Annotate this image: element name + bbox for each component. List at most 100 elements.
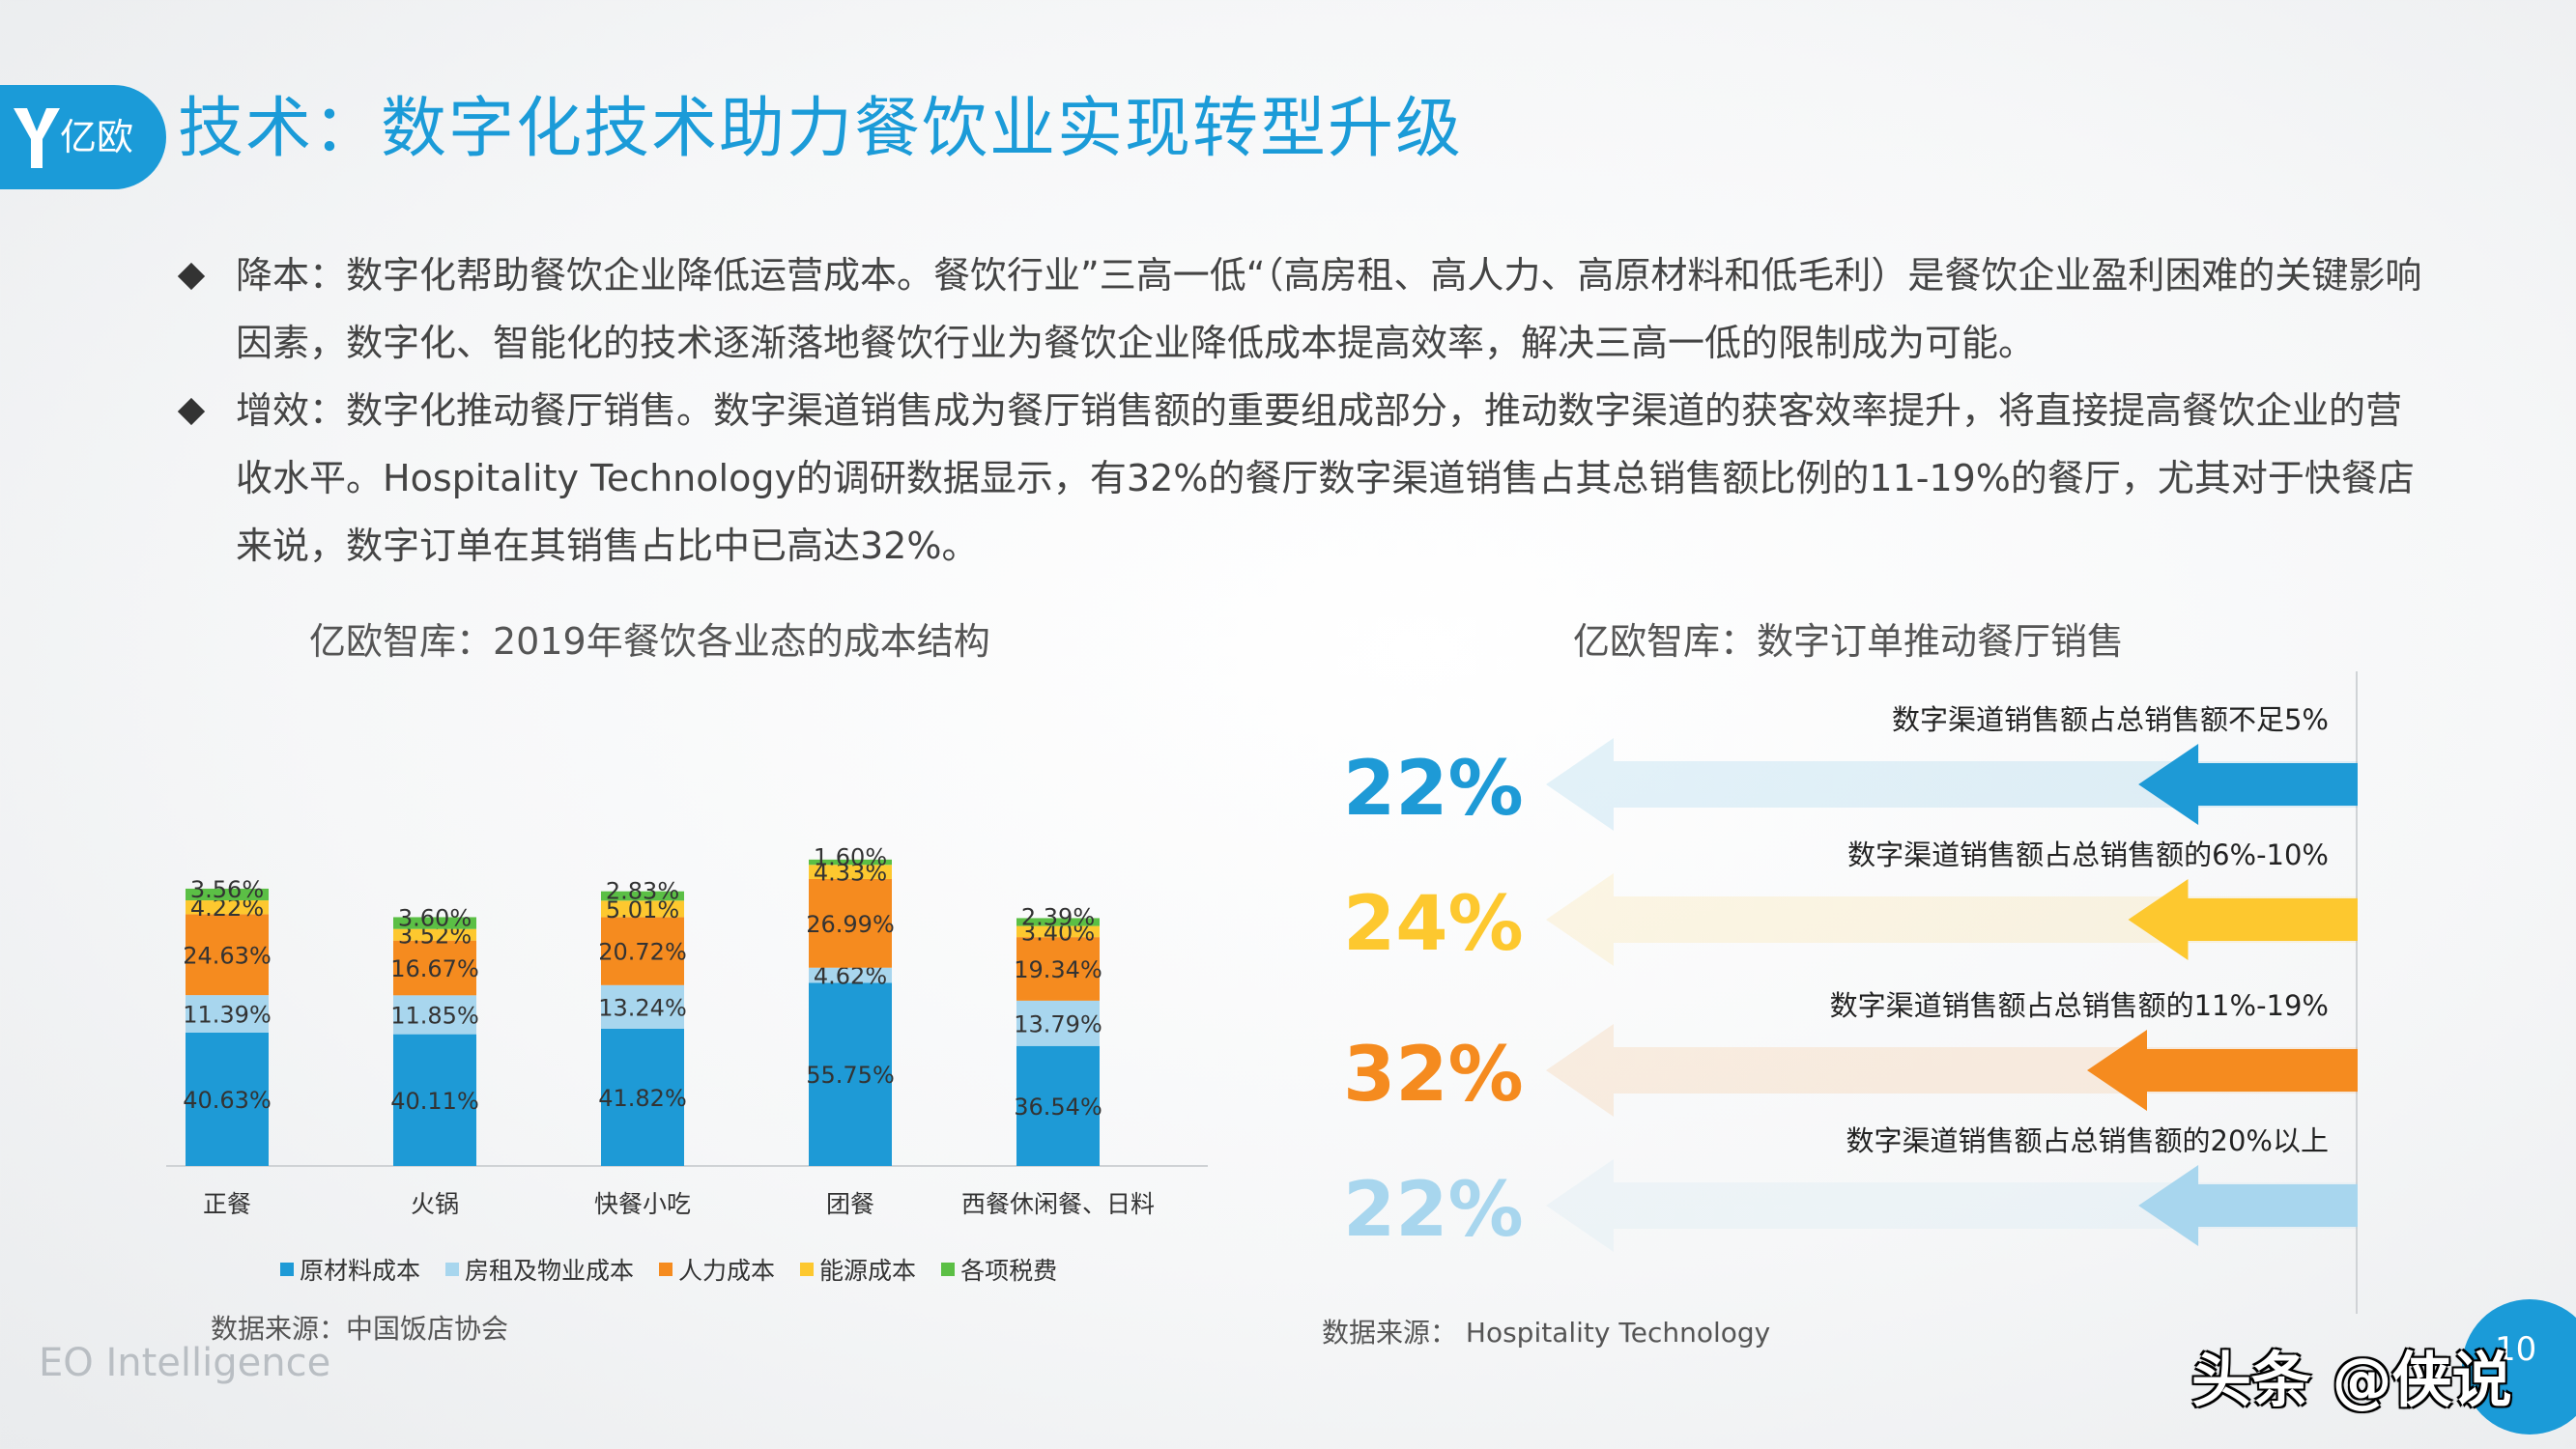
data-label: 1.60% bbox=[814, 844, 887, 871]
arrow-graphic bbox=[1546, 738, 2358, 831]
legend-item: 人力成本 bbox=[659, 1252, 775, 1287]
percent-value: 24% bbox=[1343, 881, 1524, 968]
value-arrow bbox=[2128, 879, 2358, 960]
bar-segment bbox=[1016, 937, 1100, 1001]
legend-label: 各项税费 bbox=[960, 1257, 1058, 1285]
bar-segment bbox=[186, 914, 269, 996]
category-label: 快餐小吃 bbox=[594, 1190, 691, 1218]
data-label: 13.24% bbox=[598, 994, 687, 1021]
arrow-graphic bbox=[1546, 1159, 2358, 1252]
page-number-badge: 10 bbox=[2462, 1299, 2576, 1435]
category-label: 团餐 bbox=[826, 1190, 874, 1218]
logo-text: 亿欧 bbox=[60, 116, 134, 158]
bar-segment bbox=[601, 1028, 684, 1166]
category-label: 正餐 bbox=[203, 1190, 251, 1218]
data-label: 3.56% bbox=[190, 876, 264, 903]
data-label: 41.82% bbox=[598, 1085, 687, 1112]
page-title: 技术：数字化技术助力餐饮业实现转型升级 bbox=[178, 91, 1464, 167]
bullet-cost-reduction: 降本：数字化帮助餐饮企业降低运营成本。餐饮行业”三高一低“（高房租、高人力、高原… bbox=[174, 242, 2435, 377]
cost-chart-source: 数据来源：中国饭店协会 bbox=[211, 1313, 509, 1345]
digital-row: 22% 数字渠道销售额占总销售额的20%以上 bbox=[1343, 1119, 2358, 1254]
row-label: 数字渠道销售额占总销售额的11%-19% bbox=[1829, 989, 2329, 1022]
page-number: 10 bbox=[2495, 1330, 2537, 1369]
percent-value: 22% bbox=[1343, 1167, 1524, 1254]
data-label: 3.60% bbox=[398, 905, 472, 932]
faded-arrow bbox=[1546, 738, 2358, 831]
bar-segment bbox=[393, 995, 476, 1035]
data-label: 19.34% bbox=[1014, 956, 1102, 983]
category-label: 西餐休闲餐、日料 bbox=[961, 1190, 1155, 1218]
cost-chart-legend: 原材料成本 房租及物业成本 人力成本 能源成本 各项税费 bbox=[280, 1252, 1057, 1287]
legend-swatch bbox=[800, 1263, 815, 1276]
bullet-text: 降本：数字化帮助餐饮企业降低运营成本。餐饮行业”三高一低“（高房租、高人力、高原… bbox=[236, 254, 2422, 364]
data-label: 20.72% bbox=[598, 939, 687, 966]
digital-chart-title: 亿欧智库：数字订单推动餐厅销售 bbox=[1573, 620, 2125, 663]
bar-segment bbox=[809, 865, 892, 879]
bar-segment bbox=[1016, 925, 1100, 938]
eo-intelligence-brand: EO Intelligence bbox=[39, 1341, 331, 1385]
bullet-list: 降本：数字化帮助餐饮企业降低运营成本。餐饮行业”三高一低“（高房租、高人力、高原… bbox=[174, 242, 2435, 580]
legend-item: 原材料成本 bbox=[280, 1252, 420, 1287]
data-label: 2.39% bbox=[1021, 903, 1095, 930]
data-label: 40.63% bbox=[183, 1087, 272, 1114]
value-arrow bbox=[2087, 1030, 2358, 1111]
bar-segment bbox=[1016, 1000, 1100, 1046]
bullet-efficiency: 增效：数字化推动餐厅销售。数字渠道销售成为餐厅销售额的重要组成部分，推动数字渠道… bbox=[174, 377, 2435, 580]
percent-value: 22% bbox=[1343, 746, 1524, 833]
arrow-graphic bbox=[1546, 1024, 2358, 1117]
data-label: 11.39% bbox=[183, 1001, 272, 1028]
data-label: 5.01% bbox=[606, 896, 679, 923]
value-arrow bbox=[2138, 1165, 2358, 1246]
bar-segment bbox=[186, 1032, 269, 1166]
logo-y-icon bbox=[14, 108, 60, 168]
arrow-graphic bbox=[1546, 873, 2358, 966]
data-label: 24.63% bbox=[183, 942, 272, 969]
bullet-text: 增效：数字化推动餐厅销售。数字渠道销售成为餐厅销售额的重要组成部分，推动数字渠道… bbox=[236, 389, 2415, 567]
digital-row: 22% 数字渠道销售额占总销售额不足5% bbox=[1343, 697, 2358, 833]
value-arrow bbox=[2138, 744, 2358, 825]
bar-segment bbox=[393, 940, 476, 996]
digital-row: 24% 数字渠道销售额占总销售额的6%-10% bbox=[1343, 833, 2358, 968]
legend-swatch bbox=[445, 1263, 460, 1276]
bar-segment bbox=[809, 859, 892, 866]
legend-swatch bbox=[941, 1263, 956, 1276]
data-label: 40.11% bbox=[390, 1088, 479, 1115]
row-label: 数字渠道销售额占总销售额的6%-10% bbox=[1847, 838, 2329, 871]
legend-item: 房租及物业成本 bbox=[445, 1252, 634, 1287]
legend-label: 人力成本 bbox=[678, 1257, 776, 1285]
bar-segment bbox=[393, 1034, 476, 1166]
data-label: 26.99% bbox=[806, 911, 895, 938]
legend-label: 房租及物业成本 bbox=[465, 1257, 635, 1285]
bar-segment bbox=[809, 967, 892, 983]
bar-segment bbox=[601, 891, 684, 901]
row-label: 数字渠道销售额占总销售额的20%以上 bbox=[1846, 1124, 2329, 1157]
data-label: 11.85% bbox=[390, 1002, 479, 1029]
data-label: 2.83% bbox=[606, 878, 679, 905]
legend-label: 能源成本 bbox=[819, 1257, 917, 1285]
legend-item: 能源成本 bbox=[800, 1252, 916, 1287]
bar-segment bbox=[393, 928, 476, 941]
bar-segment bbox=[186, 995, 269, 1033]
data-label: 13.79% bbox=[1014, 1010, 1102, 1037]
data-label: 36.54% bbox=[1014, 1094, 1102, 1121]
watermark: 头条 @侠说 bbox=[2191, 1345, 2512, 1415]
logo: 亿欧 bbox=[0, 85, 166, 189]
data-label: 55.75% bbox=[806, 1062, 895, 1089]
bar-segment bbox=[809, 878, 892, 968]
diamond-bullet-icon bbox=[177, 397, 206, 426]
legend-swatch bbox=[659, 1263, 673, 1276]
digital-row: 32% 数字渠道销售额占总销售额的11%-19% bbox=[1343, 983, 2358, 1119]
faded-arrow bbox=[1546, 1024, 2358, 1117]
percent-value: 32% bbox=[1343, 1032, 1524, 1119]
bar-segment bbox=[809, 982, 892, 1166]
cost-chart-title: 亿欧智库：2019年餐饮各业态的成本结构 bbox=[309, 620, 990, 663]
bar-segment bbox=[601, 917, 684, 985]
legend-swatch bbox=[280, 1263, 294, 1276]
legend-item: 各项税费 bbox=[941, 1252, 1057, 1287]
bar-segment bbox=[601, 984, 684, 1029]
digital-chart-source: 数据来源： Hospitality Technology bbox=[1322, 1317, 1771, 1349]
bar-segment bbox=[1016, 918, 1100, 926]
diamond-bullet-icon bbox=[177, 262, 206, 291]
bar-segment bbox=[186, 888, 269, 901]
row-label: 数字渠道销售额占总销售额不足5% bbox=[1891, 703, 2329, 736]
